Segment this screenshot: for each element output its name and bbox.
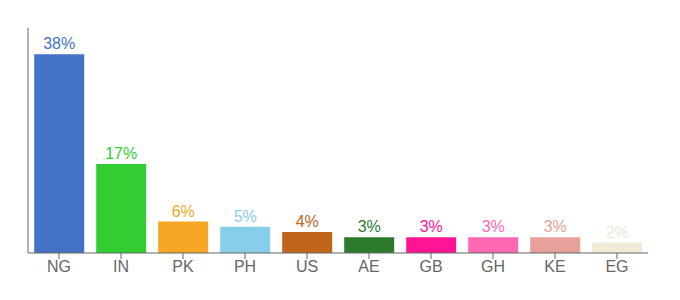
svg-text:38%: 38% [43, 35, 75, 52]
svg-text:US: US [296, 258, 318, 275]
svg-text:GB: GB [419, 258, 442, 275]
svg-text:3%: 3% [358, 218, 381, 235]
svg-text:AE: AE [358, 258, 379, 275]
svg-text:3%: 3% [544, 218, 567, 235]
svg-text:NG: NG [47, 258, 71, 275]
svg-text:17%: 17% [105, 145, 137, 162]
svg-text:KE: KE [544, 258, 565, 275]
svg-text:3%: 3% [420, 218, 443, 235]
svg-text:3%: 3% [482, 218, 505, 235]
svg-text:PH: PH [234, 258, 256, 275]
svg-text:EG: EG [605, 258, 628, 275]
svg-text:PK: PK [172, 258, 194, 275]
svg-text:4%: 4% [296, 213, 319, 230]
svg-text:5%: 5% [234, 208, 257, 225]
svg-text:IN: IN [113, 258, 129, 275]
svg-text:2%: 2% [606, 224, 629, 241]
svg-text:GH: GH [481, 258, 505, 275]
svg-text:6%: 6% [172, 203, 195, 220]
